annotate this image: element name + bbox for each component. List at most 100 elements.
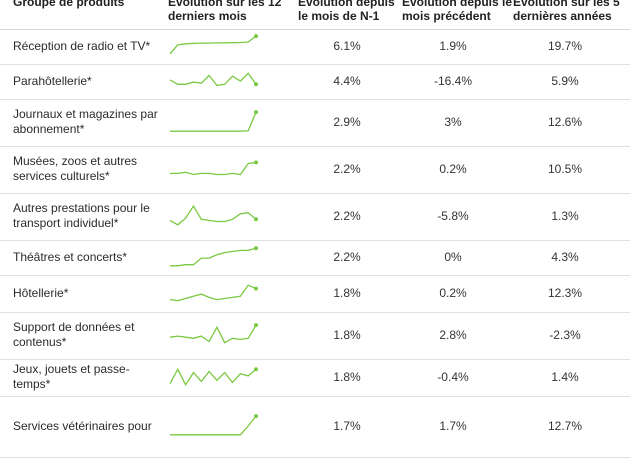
sparkline-line xyxy=(170,247,257,267)
header-years-line1: Évolution sur les 5 xyxy=(513,0,620,9)
years-value: -2.3% xyxy=(549,328,581,342)
mom-value: -16.4% xyxy=(433,74,473,88)
sparkline-svg xyxy=(169,204,258,226)
product-name: Théâtres et concerts* xyxy=(13,250,128,264)
table-row: Hôtellerie* 1.8% 0.2% 12.3% xyxy=(0,276,630,313)
product-name: Autres prestations pour le transport ind… xyxy=(13,201,150,230)
sparkline-last-point xyxy=(254,286,258,291)
mom-value: 1.9% xyxy=(439,39,467,53)
sparkline-svg xyxy=(170,160,258,176)
years-value: 12.7% xyxy=(547,419,583,433)
sparkline-last-point xyxy=(254,110,258,115)
header-mom-line1: Évolution depuis le xyxy=(402,0,513,9)
product-name: Support de données et contenus* xyxy=(13,320,135,349)
mom-value: 0.2% xyxy=(439,162,467,176)
table-row: Support de données et contenus* 1.8% 2.8% -… xyxy=(0,313,630,360)
table-row: Parahôtellerie* 4.4% -16.4% 5.9% xyxy=(0,65,630,100)
mom-value: -5.8% xyxy=(437,209,469,223)
sparkline xyxy=(168,155,260,183)
mom-value: 1.7% xyxy=(439,419,467,433)
yoy-value: 2.9% xyxy=(333,115,361,129)
years-value: 12.6% xyxy=(547,115,583,129)
table-row: Autres prestations pour le transport ind… xyxy=(0,194,630,241)
table-row: Jeux, jouets et passe-temps* 1.8% -0.4% 1.4… xyxy=(0,360,630,397)
sparkline xyxy=(168,279,260,307)
yoy-value: 1.7% xyxy=(333,419,361,433)
years-value: 10.5% xyxy=(547,162,583,176)
sparkline-last-point xyxy=(254,34,258,39)
sparkline xyxy=(168,108,260,136)
sparkline-svg xyxy=(169,323,258,344)
table-body: Réception de radio et TV* 6.1% 1.9% 19.7% Pa… xyxy=(0,30,630,458)
header-product-label: Groupe de produits xyxy=(13,0,125,9)
sparkline-last-point xyxy=(254,414,258,419)
header-years-line2: dernières années xyxy=(513,9,612,23)
header-yoy-line1: Évolution depuis xyxy=(298,0,395,9)
years-value: 5.9% xyxy=(551,74,579,88)
years-value: 4.3% xyxy=(551,250,579,264)
sparkline-line xyxy=(170,111,257,132)
mom-value: 0% xyxy=(444,250,462,264)
years-value: 1.4% xyxy=(551,370,579,384)
product-name: Jeux, jouets et passe-temps* xyxy=(13,362,130,391)
sparkline-svg xyxy=(169,34,258,55)
table-row: Journaux et magazines par abonnement* 2.9… xyxy=(0,100,630,147)
header-yoy-line2: le mois de N-1 xyxy=(298,9,380,23)
mom-value: 0.2% xyxy=(439,286,467,300)
table-row: Théâtres et concerts* 2.2% 0% 4.3% xyxy=(0,241,630,276)
sparkline-last-point xyxy=(254,246,258,251)
product-name: Hôtellerie* xyxy=(13,286,69,300)
years-value: 12.3% xyxy=(547,286,583,300)
sparkline-svg xyxy=(169,72,258,87)
sparkline-svg xyxy=(169,367,258,386)
yoy-value: 2.2% xyxy=(333,209,361,223)
sparkline-line xyxy=(169,204,257,226)
table-row: Musées, zoos et autres services culturel… xyxy=(0,147,630,194)
sparkline xyxy=(168,32,260,60)
sparkline-last-point xyxy=(254,367,258,372)
years-value: 19.7% xyxy=(547,39,583,53)
product-name: Réception de radio et TV* xyxy=(13,39,151,53)
sparkline-line xyxy=(169,35,257,55)
sparkline-last-point xyxy=(254,217,258,222)
sparkline xyxy=(168,243,260,271)
product-name: Musées, zoos et autres services culturel… xyxy=(13,154,138,183)
sparkline-line xyxy=(170,415,257,436)
mom-value: 3% xyxy=(444,115,462,129)
sparkline-last-point xyxy=(254,82,258,87)
mom-value: -0.4% xyxy=(437,370,469,384)
sparkline xyxy=(168,67,260,95)
sparkline-last-point xyxy=(254,323,258,328)
header-product: Groupe de produits xyxy=(13,0,124,9)
yoy-value: 2.2% xyxy=(333,162,361,176)
mom-value: 2.8% xyxy=(439,328,467,342)
sparkline xyxy=(168,321,260,349)
product-name: Journaux et magazines par abonnement* xyxy=(13,107,158,136)
sparkline-line xyxy=(169,367,257,386)
table-row: Services vétérinaires pour 1.7% 1.7% 12.7% xyxy=(0,397,630,458)
product-name: Parahôtellerie* xyxy=(13,74,92,88)
sparkline-last-point xyxy=(254,160,258,165)
sparkline-svg xyxy=(170,246,258,267)
sparkline xyxy=(168,363,260,391)
sparkline xyxy=(168,202,260,230)
table-header: Groupe de produits Évolution sur les 12 … xyxy=(0,0,630,30)
header-trend-line2: derniers mois xyxy=(168,9,247,23)
sparkline-line xyxy=(170,161,257,176)
years-value: 1.3% xyxy=(551,209,579,223)
header-mom-line2: mois précédent xyxy=(402,9,491,23)
table-row: Réception de radio et TV* 6.1% 1.9% 19.7% xyxy=(0,30,630,65)
sparkline-line xyxy=(169,72,257,87)
sparkline-line xyxy=(169,324,257,344)
sparkline-line xyxy=(169,284,257,302)
yoy-value: 6.1% xyxy=(333,39,361,53)
header-trend-line1: Évolution sur les 12 xyxy=(168,0,282,9)
yoy-value: 1.8% xyxy=(333,370,361,384)
sparkline-svg xyxy=(170,110,258,132)
product-name: Services vétérinaires pour xyxy=(13,419,152,433)
sparkline-svg xyxy=(170,414,258,436)
yoy-value: 2.2% xyxy=(333,250,361,264)
yoy-value: 1.8% xyxy=(333,286,361,300)
yoy-value: 1.8% xyxy=(333,328,361,342)
